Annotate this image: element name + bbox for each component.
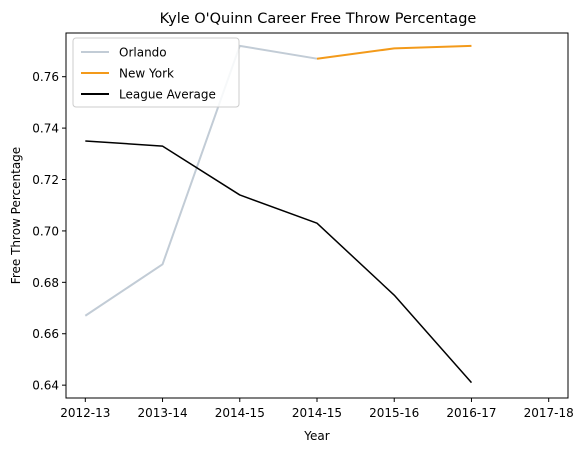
x-axis-ticks: 2012-13 2013-14 2014-15 2014-15 2015-16 2016-… (60, 398, 574, 420)
legend: Orlando New York League Average (72, 37, 240, 108)
y-tick-label: 0.72 (32, 173, 59, 187)
x-tick-label: 2013-14 (137, 406, 187, 420)
legend-label-league-average: League Average (119, 88, 216, 102)
x-tick-label: 2014-15 (215, 406, 265, 420)
x-tick-label: 2015-16 (369, 406, 419, 420)
x-tick-label: 2014-15 (292, 406, 342, 420)
x-tick-label: 2012-13 (60, 406, 110, 420)
x-axis-label: Year (303, 429, 329, 443)
legend-box (72, 37, 240, 108)
y-tick-label: 0.76 (32, 70, 59, 84)
y-axis-ticks: 0.64 0.66 0.68 0.70 0.72 0.74 0.76 (32, 70, 66, 393)
y-tick-label: 0.64 (32, 379, 59, 393)
legend-label-new-york: New York (119, 67, 174, 81)
series-line-new-york (316, 44, 472, 60)
x-tick-label: 2016-17 (446, 406, 496, 420)
series-line-orlando (84, 44, 318, 317)
series-line-league-average (85, 140, 473, 384)
y-tick-label: 0.70 (32, 224, 59, 238)
y-axis-label: Free Throw Percentage (9, 147, 23, 284)
y-tick-label: 0.68 (32, 276, 59, 290)
chart-title: Kyle O'Quinn Career Free Throw Percentag… (160, 11, 477, 27)
plot-frame (65, 32, 569, 399)
y-tick-label: 0.74 (32, 122, 59, 136)
series-layer (84, 44, 473, 384)
y-tick-label: 0.66 (32, 327, 59, 341)
legend-label-orlando: Orlando (119, 46, 167, 60)
x-tick-label: 2017-18 (524, 406, 574, 420)
